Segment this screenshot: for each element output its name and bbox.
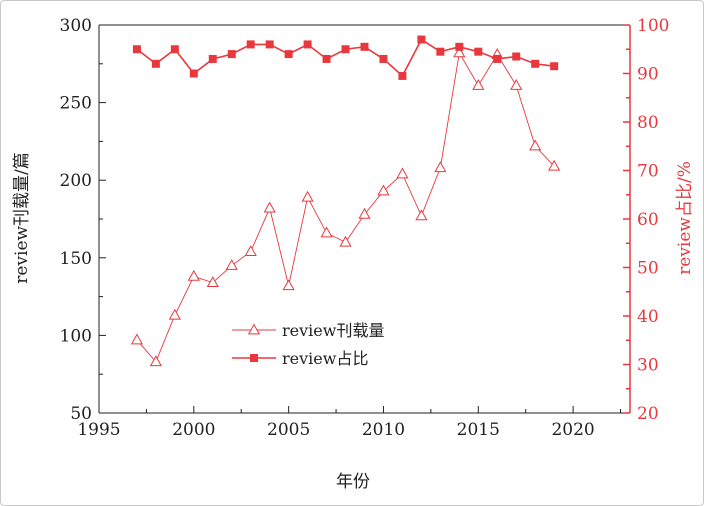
data-point-review-share [189, 69, 198, 78]
data-point-review-count [339, 235, 352, 247]
data-point-review-count [301, 190, 314, 202]
right-y-tick-label: 30 [637, 356, 659, 376]
legend-marker-review-count [247, 323, 261, 335]
data-point-review-count [320, 226, 333, 238]
left-y-tick-label: 300 [60, 16, 92, 36]
data-point-review-share [436, 47, 445, 56]
right-y-tick-label: 70 [637, 162, 659, 182]
right-y-axis-title: review占比/% [675, 161, 695, 275]
data-point-review-count [168, 308, 181, 320]
data-point-review-count [415, 209, 428, 221]
data-point-review-count [130, 333, 144, 345]
data-point-review-share [322, 54, 331, 63]
data-point-review-share [360, 42, 369, 51]
data-point-review-count [453, 46, 466, 58]
right-y-tick-label: 20 [637, 404, 659, 424]
data-point-review-share [379, 54, 388, 63]
data-point-review-share [246, 40, 255, 49]
data-point-review-count [282, 279, 295, 291]
left-y-tick-label: 150 [60, 249, 92, 269]
data-point-review-share [227, 50, 236, 59]
series-line-review-count [136, 51, 555, 363]
data-point-review-share [170, 45, 179, 54]
data-point-review-count [472, 79, 485, 90]
left-y-tick-label: 250 [60, 94, 92, 114]
data-point-review-share [398, 71, 407, 80]
x-tick-label: 2015 [457, 420, 500, 440]
data-point-review-count [263, 201, 276, 213]
left-y-tick-label: 200 [60, 171, 92, 191]
series-review-share [132, 35, 559, 80]
data-point-review-share [417, 35, 426, 44]
x-tick-label: 2005 [267, 420, 310, 440]
right-y-tick-label: 80 [637, 113, 659, 133]
series-line-review-share [136, 38, 555, 78]
data-point-review-share [512, 52, 521, 61]
data-point-review-count [434, 161, 447, 173]
axes: 1995 2000 2005 2010 2015 2020 50 100 150 200 250 30… [60, 16, 670, 440]
x-axis-title: 年份 [336, 472, 370, 492]
data-point-review-count [377, 184, 390, 196]
x-tick-label: 2010 [362, 420, 405, 440]
data-point-review-share [474, 47, 483, 56]
data-point-review-share [265, 40, 274, 49]
right-y-tick-label: 100 [637, 16, 669, 36]
x-tick-label: 2020 [551, 420, 594, 440]
data-point-review-share [284, 50, 293, 59]
right-y-tick-label: 60 [637, 210, 659, 230]
left-y-tick-label: 50 [70, 404, 92, 424]
data-point-review-count [529, 139, 542, 151]
data-point-review-share [208, 54, 217, 63]
data-point-review-count [510, 79, 523, 90]
legend-marker-review-share [250, 354, 258, 362]
data-point-review-share [132, 45, 141, 54]
left-y-tick-label: 100 [60, 326, 92, 346]
data-point-review-share [531, 59, 540, 68]
series-review-count [130, 46, 561, 367]
data-point-review-count [187, 269, 200, 281]
data-point-review-share [455, 42, 464, 51]
legend-label-review-count: review刊载量 [282, 321, 384, 340]
left-y-axis-title: review刊载量/篇 [12, 152, 32, 284]
data-point-review-share [550, 62, 559, 71]
x-tick-label: 1995 [77, 420, 120, 440]
legend: review刊载量 review占比 [232, 321, 384, 368]
data-point-review-count [206, 276, 219, 287]
x-tick-label: 2000 [172, 420, 215, 440]
data-point-review-count [548, 159, 561, 171]
data-point-review-count [244, 245, 257, 256]
data-point-review-share [493, 54, 502, 63]
legend-label-review-share: review占比 [282, 349, 368, 368]
data-point-review-count [225, 259, 238, 270]
data-point-review-count [149, 355, 162, 367]
right-y-tick-label: 40 [637, 307, 659, 327]
data-point-review-count [396, 167, 409, 179]
data-point-review-share [303, 40, 312, 49]
data-point-review-count [358, 207, 371, 219]
right-y-tick-label: 90 [637, 65, 659, 85]
data-point-review-share [341, 45, 350, 54]
right-y-tick-label: 50 [637, 259, 659, 279]
data-point-review-share [151, 59, 160, 68]
